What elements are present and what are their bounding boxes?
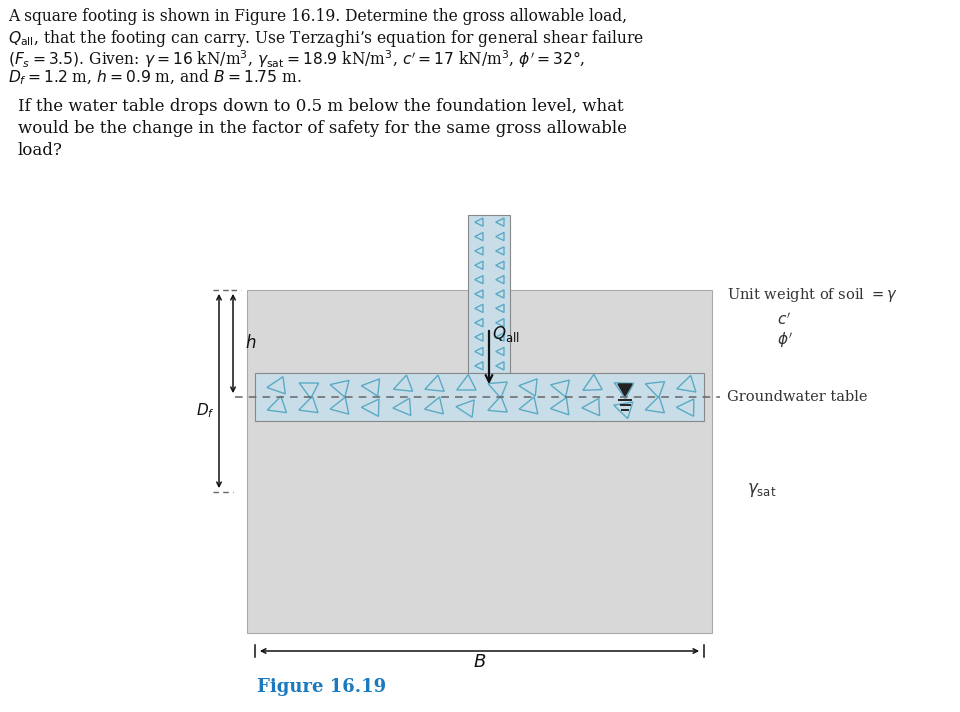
Polygon shape xyxy=(618,384,632,396)
Text: $Q_{\mathrm{all}}$, that the footing can carry. Use Terzaghi’s equation for gene: $Q_{\mathrm{all}}$, that the footing can… xyxy=(8,28,644,49)
Text: Unit weight of soil $= \gamma$: Unit weight of soil $= \gamma$ xyxy=(727,286,898,304)
Bar xyxy=(255,373,704,421)
Bar xyxy=(247,290,712,633)
Text: $(F_s = 3.5)$. Given: $\gamma = 16$ kN/m$^3$, $\gamma_{\mathrm{sat}} = 18.9$ kN/: $(F_s = 3.5)$. Given: $\gamma = 16$ kN/m… xyxy=(8,48,586,70)
Text: Figure 16.19: Figure 16.19 xyxy=(257,678,386,696)
Text: $B$: $B$ xyxy=(473,653,486,671)
Text: $c'$: $c'$ xyxy=(777,312,791,328)
Text: $h$: $h$ xyxy=(245,335,256,352)
Text: $\gamma_{\mathrm{sat}}$: $\gamma_{\mathrm{sat}}$ xyxy=(747,481,777,499)
Text: load?: load? xyxy=(18,142,62,159)
Text: would be the change in the factor of safety for the same gross allowable: would be the change in the factor of saf… xyxy=(18,120,627,137)
Text: $D_f = 1.2$ m, $h = 0.9$ m, and $B = 1.75$ m.: $D_f = 1.2$ m, $h = 0.9$ m, and $B = 1.7… xyxy=(8,68,301,88)
Text: If the water table drops down to 0.5 m below the foundation level, what: If the water table drops down to 0.5 m b… xyxy=(18,98,624,115)
Text: A square footing is shown in Figure 16.19. Determine the gross allowable load,: A square footing is shown in Figure 16.1… xyxy=(8,8,627,25)
Text: $\phi'$: $\phi'$ xyxy=(777,330,793,350)
Text: $D_f$: $D_f$ xyxy=(196,401,215,419)
Bar xyxy=(468,215,510,373)
Text: $Q_{\mathrm{all}}$: $Q_{\mathrm{all}}$ xyxy=(492,324,519,344)
Text: Groundwater table: Groundwater table xyxy=(727,390,868,404)
